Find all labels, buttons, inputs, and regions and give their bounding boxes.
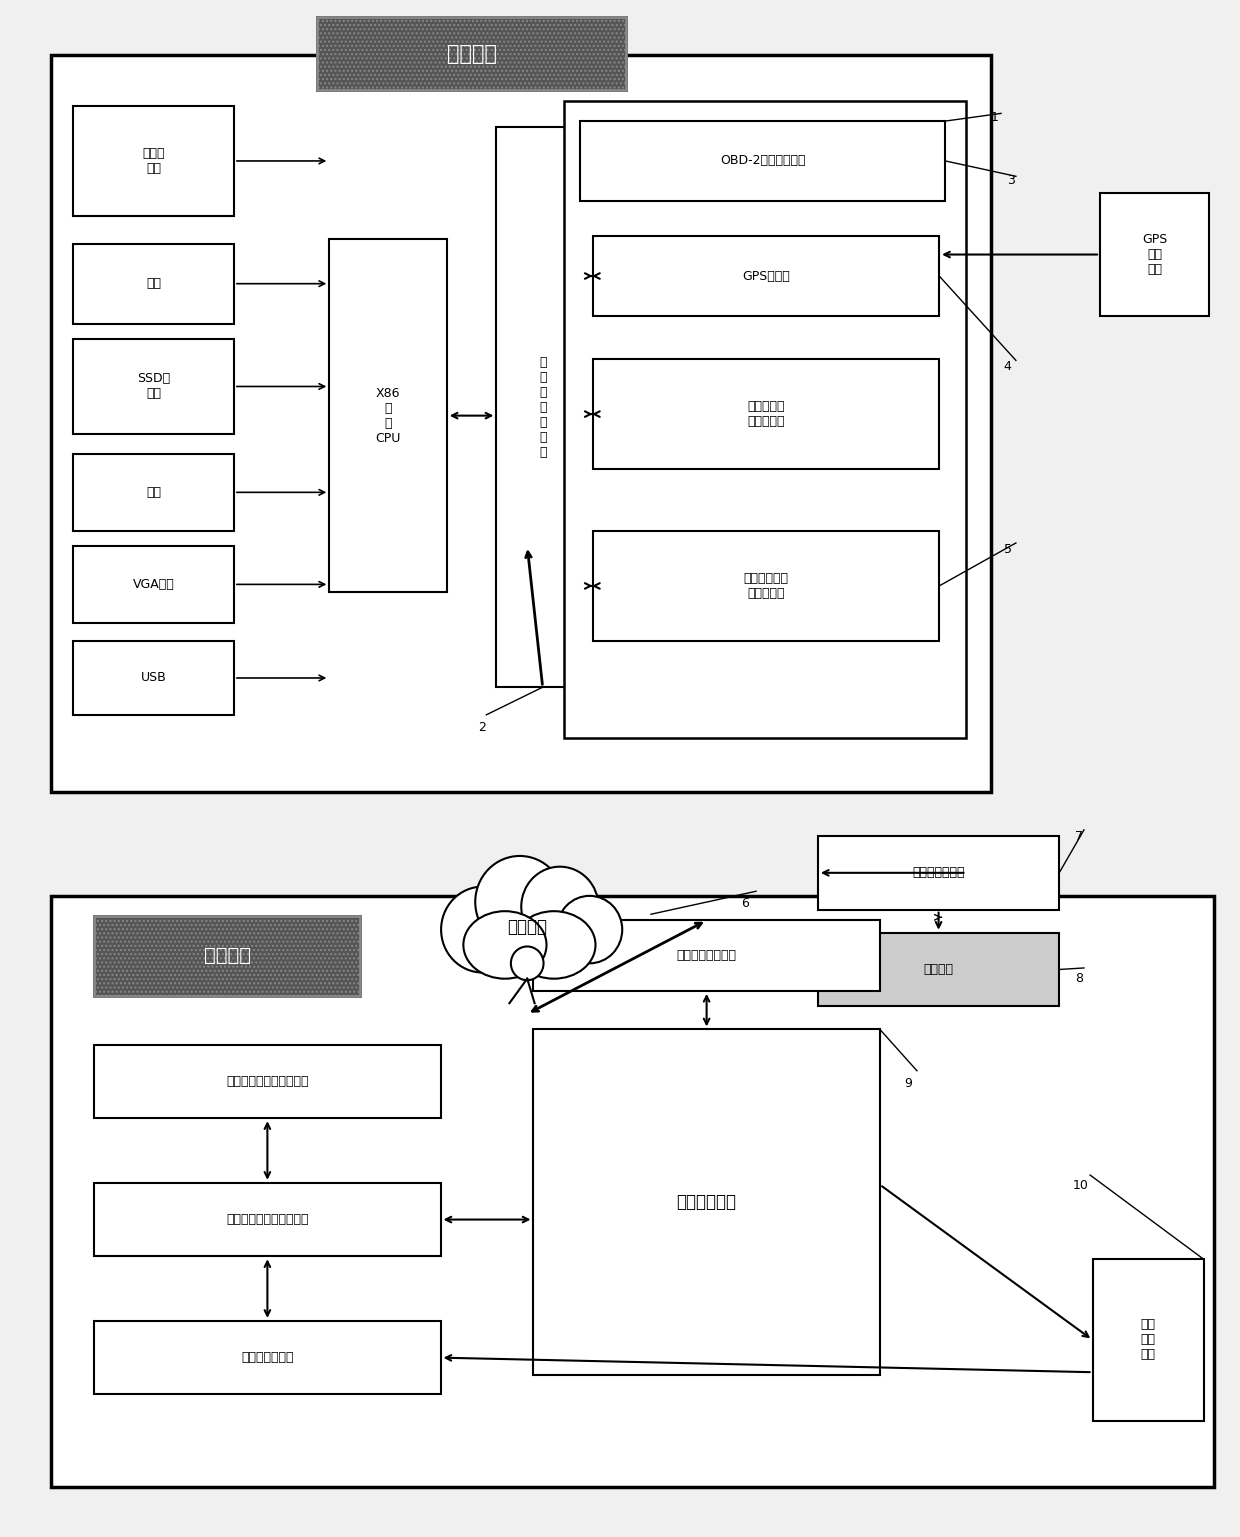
Bar xyxy=(1100,194,1209,317)
Bar xyxy=(73,106,234,217)
Text: 2: 2 xyxy=(477,721,486,733)
Text: 7: 7 xyxy=(1075,830,1084,842)
Bar xyxy=(593,237,939,317)
Bar xyxy=(580,121,945,201)
Bar xyxy=(94,916,360,996)
Text: GPS
卫星
信号: GPS 卫星 信号 xyxy=(1142,234,1167,277)
Bar xyxy=(533,1030,880,1374)
Bar xyxy=(818,933,1059,1007)
Text: 4: 4 xyxy=(1003,360,1012,373)
Text: 专用服务软件: 专用服务软件 xyxy=(677,1193,737,1211)
Text: USB: USB xyxy=(140,672,166,684)
Text: 服务中心: 服务中心 xyxy=(203,947,250,965)
Text: 蓝牙: 蓝牙 xyxy=(146,486,161,500)
Text: 短信文字转换
语音子模块: 短信文字转换 语音子模块 xyxy=(744,572,789,599)
Bar xyxy=(73,453,234,530)
Bar xyxy=(73,641,234,715)
Text: 汽车主板: 汽车主板 xyxy=(924,964,954,976)
Text: 语音和视频
通信子模块: 语音和视频 通信子模块 xyxy=(748,400,785,429)
Bar xyxy=(1092,1259,1204,1420)
Bar xyxy=(73,340,234,433)
Text: OBD-2汽车诊断模块: OBD-2汽车诊断模块 xyxy=(720,154,806,168)
Ellipse shape xyxy=(521,867,599,947)
Text: 5: 5 xyxy=(1003,543,1012,555)
Text: 移动网络: 移动网络 xyxy=(507,918,547,936)
Text: 移动网络通信模块: 移动网络通信模块 xyxy=(677,950,737,962)
Text: 10: 10 xyxy=(1073,1179,1089,1193)
Bar xyxy=(533,921,880,991)
Text: 故障码和数据流读取人员: 故障码和数据流读取人员 xyxy=(226,1074,309,1088)
Text: 6: 6 xyxy=(742,898,749,910)
Text: 液晶屏
显示: 液晶屏 显示 xyxy=(143,148,165,175)
Bar xyxy=(564,101,966,738)
Bar xyxy=(94,1045,440,1119)
Ellipse shape xyxy=(557,896,622,964)
Ellipse shape xyxy=(475,856,564,948)
Text: 故障码和数据流诊断人员: 故障码和数据流诊断人员 xyxy=(226,1213,309,1227)
Bar xyxy=(73,546,234,622)
Text: 移
动
网
络
子
模
块: 移 动 网 络 子 模 块 xyxy=(539,355,547,458)
Text: X86
架
构
CPU: X86 架 构 CPU xyxy=(376,387,401,444)
Text: 1: 1 xyxy=(991,112,999,124)
Ellipse shape xyxy=(511,947,543,981)
Text: 故障码和数据流: 故障码和数据流 xyxy=(913,867,965,879)
Text: VGA输出: VGA输出 xyxy=(133,578,175,590)
Bar xyxy=(73,244,234,324)
Text: 3: 3 xyxy=(1007,174,1016,188)
Text: 9: 9 xyxy=(904,1076,913,1090)
Bar xyxy=(330,240,446,592)
Text: GPS子模块: GPS子模块 xyxy=(742,269,790,283)
Ellipse shape xyxy=(464,911,547,979)
Bar xyxy=(94,916,360,996)
Bar xyxy=(94,1183,440,1256)
Text: 8: 8 xyxy=(1075,973,1084,985)
Bar xyxy=(94,1320,440,1394)
Ellipse shape xyxy=(512,911,595,979)
Text: 服务和联系人员: 服务和联系人员 xyxy=(241,1351,294,1365)
Ellipse shape xyxy=(441,887,525,973)
Bar xyxy=(593,530,939,641)
Bar xyxy=(317,17,626,91)
Bar xyxy=(818,836,1059,910)
Text: 车载电脑: 车载电脑 xyxy=(446,43,496,63)
Text: 内存: 内存 xyxy=(146,277,161,290)
Bar xyxy=(496,128,589,687)
Bar xyxy=(317,17,626,91)
Text: 车主
手机
通信: 车主 手机 通信 xyxy=(1141,1319,1156,1362)
Bar xyxy=(51,896,1214,1486)
Text: SSD盘
存储: SSD盘 存储 xyxy=(136,372,170,401)
Bar xyxy=(593,358,939,469)
Bar xyxy=(51,55,991,792)
